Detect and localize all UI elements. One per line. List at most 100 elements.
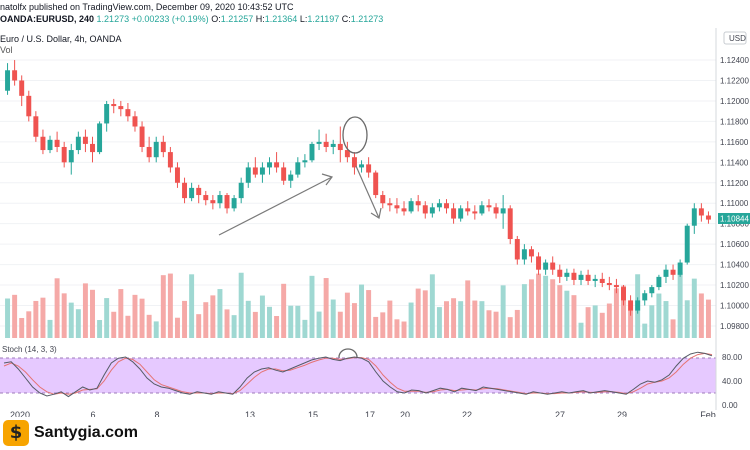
brand-name: Santygia.com	[34, 424, 139, 441]
volume-bar	[302, 319, 308, 338]
candle-body	[196, 187, 202, 196]
volume-bar	[422, 290, 428, 338]
candle-body	[649, 287, 655, 294]
time-axis: 2020 6 8 13 15 17 20 22 27 29 Feb	[10, 410, 716, 418]
volume-bar	[507, 317, 513, 338]
candle-body	[47, 139, 53, 151]
volume-bar	[12, 294, 18, 338]
volume-bar	[564, 290, 570, 338]
candle-body	[571, 272, 577, 280]
volume-bar	[330, 299, 336, 338]
volume-bar	[394, 319, 400, 338]
stoch-lines	[3, 351, 713, 398]
volume-bar	[238, 272, 244, 338]
candle-body	[429, 207, 435, 214]
candle-body	[528, 249, 534, 257]
candle-body	[337, 143, 343, 151]
brand-logo-icon: $	[3, 420, 29, 446]
candle-body	[302, 160, 308, 163]
low-label: L:	[299, 14, 308, 24]
candle-body	[500, 208, 506, 214]
candle-body	[189, 187, 195, 199]
volume-bar	[550, 279, 556, 338]
high-label: H:	[255, 14, 265, 24]
volume-bar	[132, 294, 138, 338]
volume-bar	[472, 300, 478, 338]
candle-body	[366, 164, 372, 173]
volume-bar	[599, 312, 605, 338]
time-tick-label: Feb	[700, 410, 716, 418]
candle-body	[613, 285, 619, 288]
candle-body	[19, 80, 25, 96]
volume-bar	[705, 299, 711, 338]
time-tick-label: 22	[462, 410, 472, 418]
candle-body	[621, 287, 626, 301]
candle-body	[40, 136, 46, 151]
time-tick-label: 20	[400, 410, 410, 418]
candle-body	[486, 205, 492, 208]
volume-bar	[252, 311, 258, 338]
volume-bar	[613, 288, 619, 338]
volume-bar	[267, 306, 272, 338]
price-tick-label: 1.11000	[720, 199, 749, 208]
volume-bar	[642, 323, 648, 338]
pane-separator	[0, 340, 716, 342]
grid-lines	[0, 59, 716, 327]
volume-bar	[167, 273, 173, 338]
candle-body	[514, 239, 520, 260]
time-tick-label: 27	[555, 410, 565, 418]
volume-bar	[259, 295, 265, 338]
candle-body	[146, 146, 152, 158]
price-axis: 1.12400 1.12200 1.12000 1.11800 1.11600 1.114…	[720, 56, 749, 331]
time-tick-label: 17	[365, 410, 375, 418]
trend-arrow-down-head	[370, 207, 382, 219]
time-tick-label: 2020	[10, 410, 30, 418]
candle-body	[118, 106, 124, 110]
volume-bar	[146, 314, 152, 338]
volume-bar	[174, 317, 180, 338]
time-tick-label: 29	[617, 410, 627, 418]
price-tick-label: 1.11800	[720, 117, 749, 126]
high-value: 1.21364	[264, 14, 298, 24]
candle-body	[238, 182, 244, 199]
candle-body	[394, 205, 400, 209]
price-tick-label: 1.10000	[720, 302, 749, 311]
volume-bar	[698, 293, 704, 338]
volume-bars	[5, 272, 711, 338]
volume-bar	[415, 288, 421, 338]
candle-body	[536, 256, 542, 270]
volume-bar	[528, 279, 534, 338]
footer-bar	[0, 417, 750, 450]
candle-body	[458, 208, 464, 219]
volume-bar	[451, 298, 457, 338]
price-tick-label: 1.10800	[720, 220, 749, 229]
candle-body	[344, 150, 350, 158]
candle-body	[68, 150, 74, 163]
candle-body	[125, 109, 131, 117]
volume-bar	[125, 315, 131, 338]
candle-body	[387, 203, 393, 206]
candle-body	[677, 262, 683, 275]
volume-bar	[26, 311, 32, 338]
volume-bar	[224, 309, 230, 338]
candle-body	[252, 167, 258, 175]
top-circle-marker	[342, 116, 368, 154]
time-tick-label: 15	[308, 410, 318, 418]
currency-badge	[723, 31, 747, 45]
candle-body	[330, 143, 336, 147]
price-tick-label: 1.12000	[720, 97, 749, 106]
price-tick-label: 1.12400	[720, 56, 749, 65]
volume-bar	[231, 315, 237, 338]
volume-bar	[536, 273, 542, 338]
candle-body	[479, 205, 485, 214]
candle-body	[231, 198, 237, 209]
publish-info: natolfx published on TradingView.com, De…	[0, 2, 294, 12]
candle-body	[26, 95, 32, 117]
price-chart[interactable]: Stoch (14, 3, 3) 1.124001.122001.120001.…	[0, 0, 750, 418]
candle-body	[139, 126, 145, 147]
candle-body	[592, 278, 598, 281]
candle-body	[642, 293, 648, 301]
candle-body	[373, 172, 379, 196]
currency-badge-label: USD	[729, 34, 746, 43]
candle-body	[670, 269, 676, 275]
